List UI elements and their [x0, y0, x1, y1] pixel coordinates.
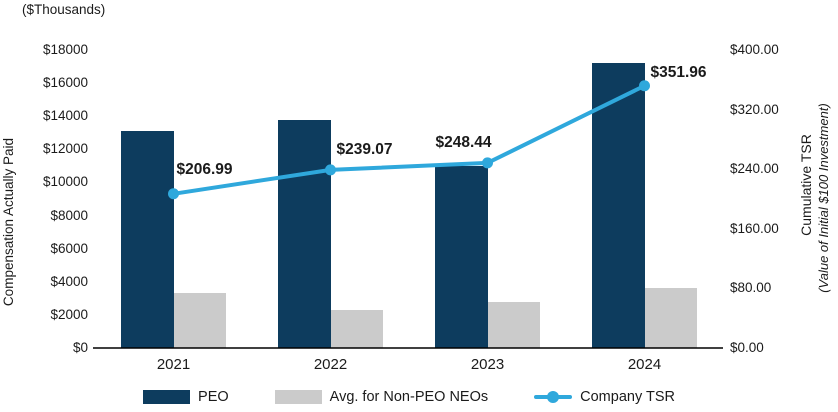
tsr-value-label-2023: $248.44	[435, 133, 492, 151]
left-axis-tick-label: $8000	[50, 207, 88, 223]
legend-item-non-peo-neos: Avg. for Non-PEO NEOs	[274, 389, 489, 405]
tsr-marker-2021	[168, 188, 179, 200]
right-axis-tick-label: $320.00	[730, 101, 779, 117]
peo-bar-2023	[434, 165, 488, 348]
right-axis-tick-label: $80.00	[730, 280, 772, 296]
right-axis-tick-label: $400.00	[730, 42, 779, 57]
non-peo-neos-bar-2023	[487, 301, 540, 348]
peo-bar-2022	[277, 119, 331, 348]
non-peo-neos-bar-2024	[644, 288, 697, 348]
non-peo-neos-bar-2022	[330, 309, 383, 348]
peo-bar-2021	[120, 131, 174, 348]
legend-label-company-tsr: Company TSR	[580, 389, 675, 405]
left-axis-tick-label: $0	[72, 340, 88, 355]
right-axis-tick-label: $160.00	[730, 220, 779, 236]
right-axis-tick-label: $240.00	[730, 161, 779, 177]
tsr-value-label-2021: $206.99	[176, 160, 233, 178]
chart-legend: PEO Avg. for Non-PEO NEOs Company TSR	[95, 386, 723, 408]
legend-label-peo: PEO	[198, 389, 229, 405]
legend-item-peo: PEO	[143, 389, 229, 405]
tsr-line-dot-icon	[547, 391, 560, 403]
company-tsr-line-swatch	[534, 390, 573, 404]
peo-bar-2024	[591, 63, 645, 348]
legend-item-company-tsr: Company TSR	[534, 389, 675, 405]
left-axis-tick-label: $2000	[50, 306, 88, 322]
peo-bar-swatch	[143, 390, 191, 404]
tsr-value-label-2024: $351.96	[650, 63, 707, 81]
left-axis-tick-label: $16000	[42, 75, 88, 91]
non-peo-neos-bar-swatch	[274, 390, 322, 404]
legend-label-non-peo-neos: Avg. for Non-PEO NEOs	[329, 389, 489, 405]
left-axis-tick-label: $14000	[42, 108, 88, 124]
tsr-marker-2024	[639, 80, 650, 92]
x-axis-label-2023: 2023	[470, 356, 505, 373]
left-axis-tick-label: $4000	[50, 273, 88, 289]
company-tsr-line	[171, 83, 647, 196]
left-axis-units-label: ($Thousands)	[22, 2, 106, 17]
left-axis-tick-label: $18000	[42, 42, 88, 57]
tsr-marker-2022	[325, 164, 336, 176]
x-axis-label-2024: 2024	[627, 356, 662, 373]
x-axis-label-2022: 2022	[313, 356, 348, 373]
x-axis-label-2021: 2021	[156, 356, 191, 373]
left-axis-tick-label: $10000	[42, 174, 88, 190]
left-axis-tick-label: $12000	[42, 141, 88, 157]
right-axis-tick-label: $0.00	[730, 340, 764, 355]
tsr-value-label-2022: $239.07	[336, 140, 393, 158]
non-peo-neos-bar-2021	[173, 293, 226, 348]
left-axis-tick-label: $6000	[50, 240, 88, 256]
tsr-marker-2023	[482, 157, 493, 169]
